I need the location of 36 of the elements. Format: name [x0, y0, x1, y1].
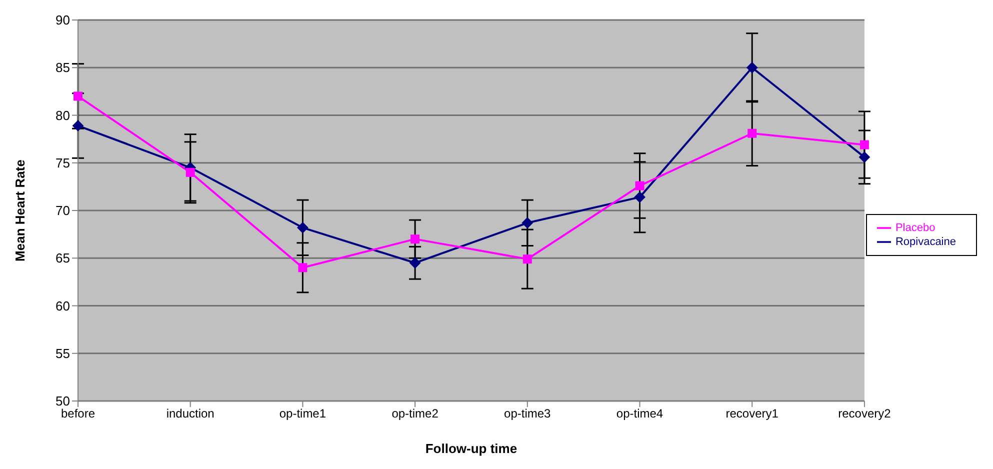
x-tick-label: recovery1 — [726, 406, 779, 421]
point — [858, 152, 870, 163]
legend-label: Ropivacaine — [895, 235, 956, 248]
point — [74, 92, 82, 101]
x-tick-label: op-time3 — [504, 406, 552, 421]
y-tick-label: 90 — [56, 12, 70, 28]
y-tick-label: 70 — [56, 203, 70, 218]
point — [297, 222, 308, 234]
y-tick-label: 80 — [56, 108, 70, 123]
point — [72, 120, 84, 132]
y-tick-label: 55 — [56, 346, 70, 361]
point — [298, 263, 308, 272]
y-tick-label: 65 — [56, 250, 70, 266]
y-tick-label: 50 — [56, 394, 70, 409]
x-tick-label: op-time1 — [279, 406, 326, 421]
y-tick-label: 85 — [56, 60, 70, 76]
point — [522, 254, 532, 264]
y-tick-label: 75 — [56, 155, 70, 170]
point — [746, 62, 758, 74]
y-tick-label: 60 — [56, 298, 70, 314]
point — [186, 168, 195, 177]
point — [634, 192, 646, 203]
x-tick-label: op-time4 — [616, 406, 664, 421]
point — [522, 217, 533, 228]
point — [410, 234, 420, 244]
x-tick-label: op-time2 — [392, 406, 439, 421]
point — [410, 257, 421, 268]
legend-label: Placebo — [895, 221, 936, 234]
x-tick-label: induction — [166, 406, 214, 421]
point — [748, 128, 757, 138]
x-tick-label: before — [60, 406, 96, 421]
x-axis-title: Follow-up time — [425, 441, 518, 456]
point — [860, 140, 869, 150]
y-axis-title: Mean Heart Rate — [12, 160, 28, 262]
x-tick-label: recovery2 — [838, 406, 892, 421]
point — [635, 181, 644, 190]
